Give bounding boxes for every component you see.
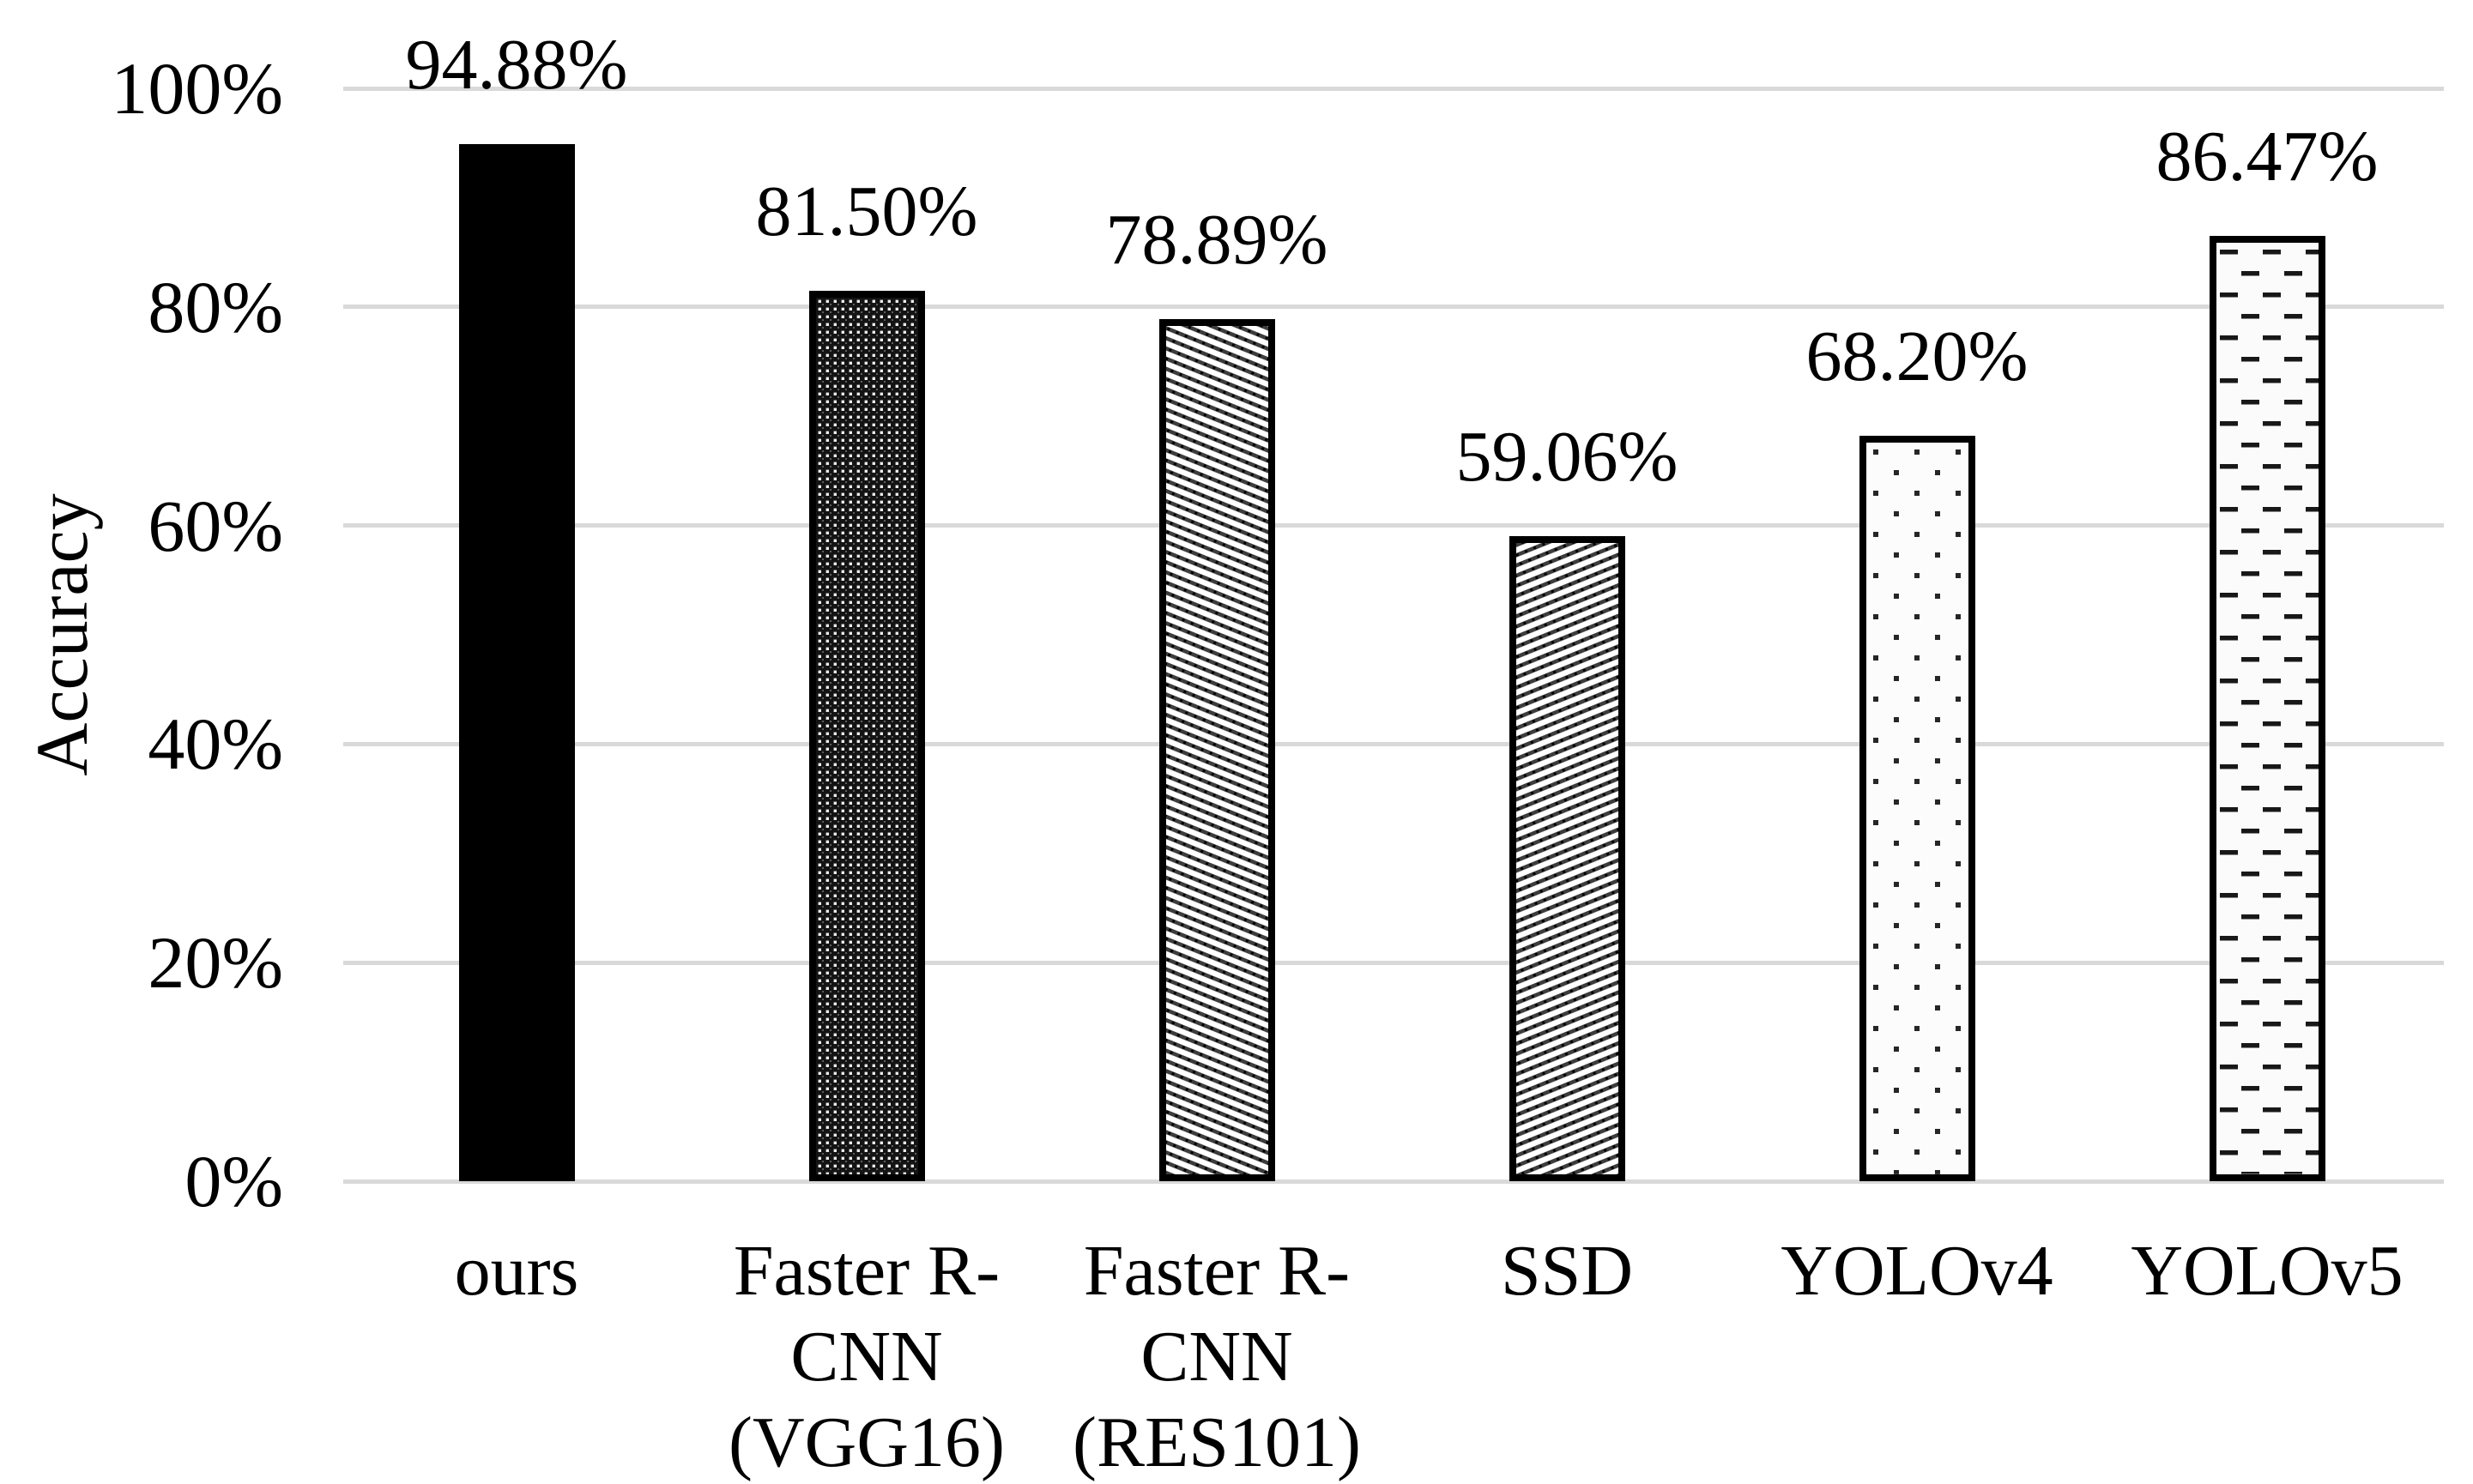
x-category-label: YOLOv5 — [2087, 1228, 2447, 1314]
gridline-0% — [343, 1179, 2444, 1184]
bar-data-label: 86.47% — [2156, 117, 2379, 197]
x-category-label-line: YOLOv4 — [1781, 1231, 2053, 1311]
x-category-label: Faster R- CNN (RES101) — [1037, 1228, 1397, 1484]
gridline-60% — [343, 523, 2444, 528]
y-tick-label: 20% — [148, 921, 283, 1004]
bar-ours — [458, 144, 575, 1181]
y-tick-label: 60% — [148, 484, 283, 567]
y-tick-label: 80% — [148, 265, 283, 348]
bar-data-label: 81.50% — [755, 171, 978, 251]
x-category-label: Faster R- CNN (VGG16) — [686, 1228, 1047, 1484]
x-category-label-line: CNN — [790, 1317, 943, 1397]
x-category-label: ours — [336, 1228, 697, 1314]
bar-data-label: 68.20% — [1805, 317, 2029, 397]
bar-data-label: 94.88% — [405, 25, 628, 106]
gridline-100% — [343, 86, 2444, 91]
x-category-label-line: (VGG16) — [729, 1403, 1005, 1482]
bar-faster-r-cnn-res101- — [1158, 318, 1275, 1181]
bar-ssd — [1509, 535, 1625, 1181]
x-category-label-line: CNN — [1140, 1317, 1293, 1397]
x-category-label-line: YOLOv5 — [2131, 1231, 2403, 1311]
dense-weave-fill — [815, 297, 918, 1174]
diagonal-down-stripes-fill — [1165, 325, 1268, 1174]
gridline-20% — [343, 960, 2444, 965]
x-category-label-line: ours — [454, 1231, 579, 1311]
x-category-label-line: SSD — [1500, 1231, 1634, 1311]
x-category-label-line: Faster R- — [733, 1231, 1001, 1311]
bar-faster-r-cnn-vgg16- — [808, 290, 925, 1181]
x-category-label: SSD — [1387, 1228, 1747, 1314]
diagonal-up-stripes-fill — [1515, 542, 1618, 1174]
horizontal-dashes-fill — [2216, 243, 2319, 1174]
gridline-40% — [343, 741, 2444, 746]
x-category-label-line: (RES101) — [1073, 1403, 1361, 1482]
bar-data-label: 59.06% — [1455, 416, 1678, 497]
x-category-label-line: Faster R- — [1083, 1231, 1351, 1311]
bar-yolov5 — [2209, 236, 2325, 1181]
y-tick-label: 40% — [148, 703, 283, 786]
bar-yolov4 — [1859, 436, 1975, 1181]
sparse-dots-fill — [1865, 443, 1968, 1174]
y-tick-label: 100% — [111, 47, 283, 130]
gridline-80% — [343, 305, 2444, 310]
bar-data-label: 78.89% — [1105, 199, 1328, 280]
x-category-label: YOLOv4 — [1737, 1228, 2097, 1314]
y-tick-label: 0% — [184, 1140, 283, 1222]
